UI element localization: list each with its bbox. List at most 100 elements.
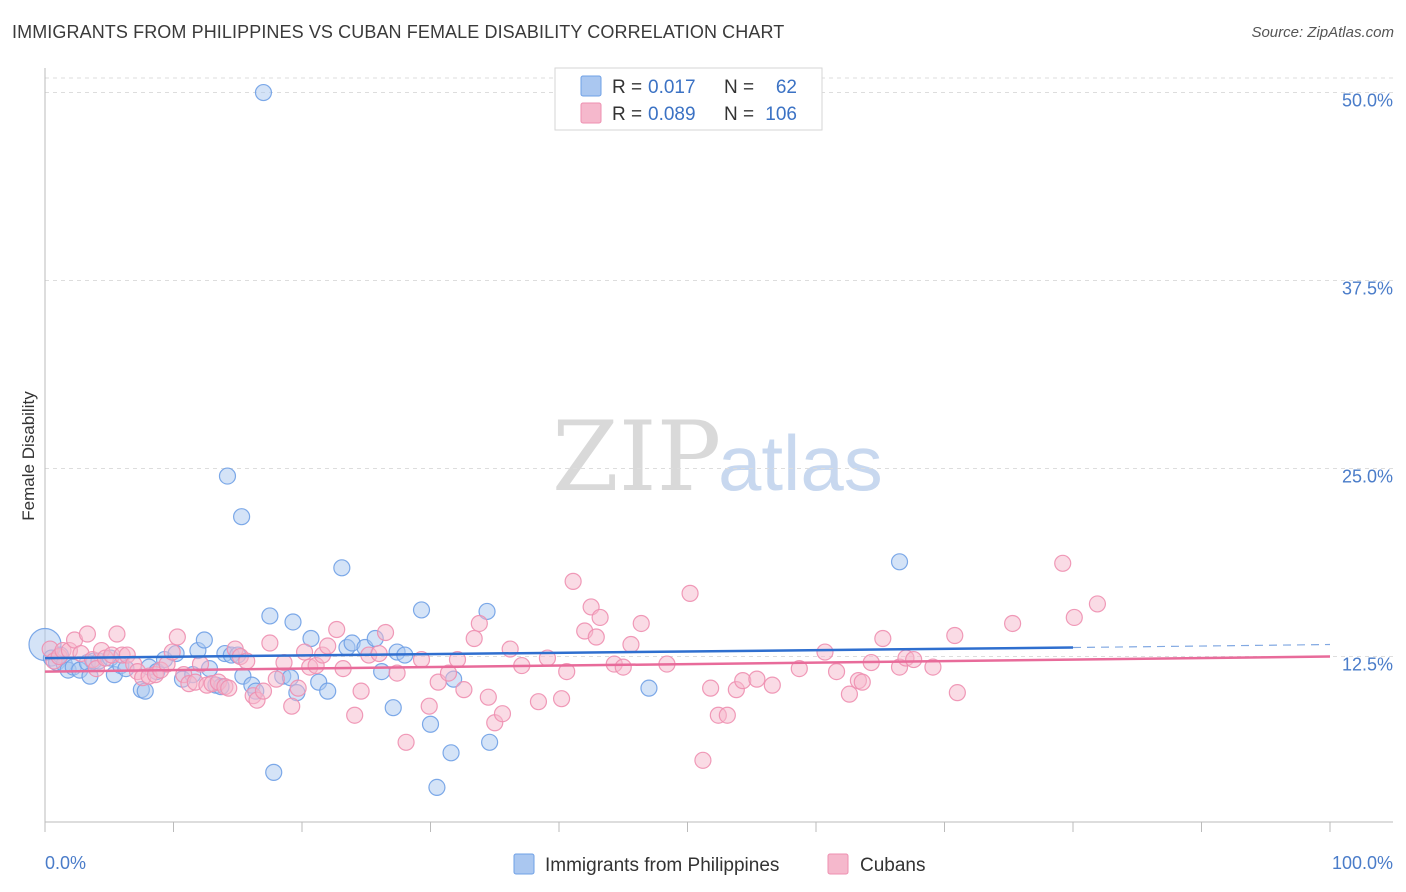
point-cubans-41	[267, 670, 285, 688]
point-cubans-74	[552, 690, 571, 708]
point-cubans-66	[470, 614, 488, 633]
point-cubans-67	[479, 688, 497, 706]
point-cubans-100	[853, 673, 871, 691]
point-philippines-56	[428, 778, 446, 797]
point-cubans-50	[328, 620, 346, 639]
point-cubans-106	[924, 658, 942, 676]
point-cubans-53	[352, 682, 370, 700]
y-tick-label-3: 50.0%	[1342, 91, 1393, 111]
point-cubans-109	[1004, 614, 1022, 633]
point-philippines-60	[481, 733, 499, 751]
point-cubans-83	[622, 635, 640, 654]
chart-source: Source: ZipAtlas.com	[1251, 24, 1394, 41]
bottom-legend-label-cubans: Cubans	[860, 855, 926, 876]
point-cubans-80	[591, 608, 609, 627]
point-cubans-96	[816, 643, 834, 661]
data-points	[28, 83, 1107, 797]
trend-line-cubans	[44, 655, 1331, 673]
trend-lines	[44, 643, 1331, 673]
bottom-legend-swatch-cubans	[827, 853, 849, 875]
point-cubans-7	[78, 625, 97, 643]
point-philippines-36	[261, 607, 279, 625]
point-cubans-45	[295, 643, 314, 661]
x-tick-label-1: 100.0%	[1332, 853, 1393, 873]
point-cubans-43	[283, 697, 301, 715]
y-tick-label-1: 25.0%	[1342, 467, 1393, 487]
point-philippines-62	[218, 467, 237, 485]
point-philippines-45	[333, 559, 351, 577]
point-philippines-59	[478, 602, 496, 621]
point-philippines-25	[195, 631, 213, 649]
point-cubans-33	[220, 679, 238, 697]
y-tick-label-0: 12.5%	[1342, 655, 1393, 675]
point-cubans-82	[614, 658, 632, 676]
legend-swatch-philippines	[580, 75, 602, 97]
point-cubans-95	[790, 659, 808, 678]
legend-r-value-1: 0.017	[648, 77, 696, 98]
legend-n-value-2: 106	[765, 104, 797, 125]
y-axis-title: Female Disability	[19, 391, 38, 521]
point-cubans-24	[168, 628, 186, 646]
legend-swatch-cubans	[580, 102, 602, 124]
legend-r-value-2: 0.089	[648, 104, 696, 125]
point-philippines-63	[233, 508, 251, 526]
point-cubans-79	[587, 628, 605, 646]
point-cubans-75	[558, 662, 576, 681]
point-cubans-44	[289, 679, 307, 697]
point-cubans-57	[388, 664, 406, 682]
legend: R = 0.017 N = 62 R = 0.089 N = 106	[554, 67, 823, 131]
watermark-atlas: atlas	[718, 419, 883, 507]
point-cubans-56	[376, 623, 395, 642]
point-cubans-87	[694, 751, 712, 769]
point-philippines-55	[421, 715, 440, 733]
point-philippines-54	[412, 601, 431, 619]
point-cubans-39	[254, 682, 273, 700]
point-cubans-60	[420, 697, 438, 715]
point-philippines-51	[384, 699, 402, 717]
trend-line-philippines	[44, 646, 1074, 660]
legend-r-label-1: R =	[612, 77, 642, 98]
legend-r-label-2: R =	[612, 104, 642, 125]
point-philippines-64	[890, 553, 909, 571]
point-cubans-70	[501, 640, 519, 658]
point-cubans-58	[397, 733, 415, 751]
point-cubans-97	[827, 662, 846, 681]
point-philippines-37	[265, 763, 283, 781]
point-cubans-111	[1065, 608, 1083, 627]
point-philippines-40	[284, 613, 302, 631]
point-cubans-69	[493, 705, 512, 723]
legend-n-label-2: N =	[724, 104, 754, 125]
point-philippines-35	[254, 83, 273, 102]
point-philippines-44	[319, 682, 337, 700]
point-cubans-93	[748, 670, 766, 688]
x-tick-label-0: 0.0%	[45, 853, 86, 873]
legend-n-label-1: N =	[724, 77, 754, 98]
point-cubans-94	[763, 676, 781, 694]
watermark-zip: ZIP	[552, 401, 721, 513]
legend-n-value-1: 62	[776, 77, 797, 98]
y-tick-label-2: 37.5%	[1342, 279, 1393, 299]
point-cubans-98	[840, 685, 859, 703]
point-cubans-64	[455, 681, 473, 699]
point-cubans-65	[465, 629, 483, 648]
point-cubans-49	[319, 637, 337, 655]
point-cubans-110	[1054, 554, 1072, 572]
point-philippines-57	[442, 744, 460, 762]
point-cubans-88	[702, 679, 720, 697]
point-cubans-52	[346, 706, 364, 724]
point-cubans-84	[632, 614, 650, 633]
point-philippines-61	[640, 679, 658, 697]
trend-line-philippines-extension	[1072, 643, 1331, 649]
bottom-legend-swatch-philippines	[513, 853, 535, 875]
point-cubans-76	[564, 572, 582, 590]
point-cubans-102	[874, 629, 892, 648]
point-cubans-86	[681, 584, 699, 602]
chart-title: IMMIGRANTS FROM PHILIPPINES VS CUBAN FEM…	[12, 22, 785, 42]
bottom-legend-label-philippines: Immigrants from Philippines	[545, 855, 779, 876]
gridlines	[45, 77, 1393, 658]
point-cubans-112	[1088, 595, 1107, 613]
point-cubans-13	[108, 625, 126, 643]
point-cubans-62	[439, 664, 458, 682]
point-cubans-107	[946, 626, 964, 645]
